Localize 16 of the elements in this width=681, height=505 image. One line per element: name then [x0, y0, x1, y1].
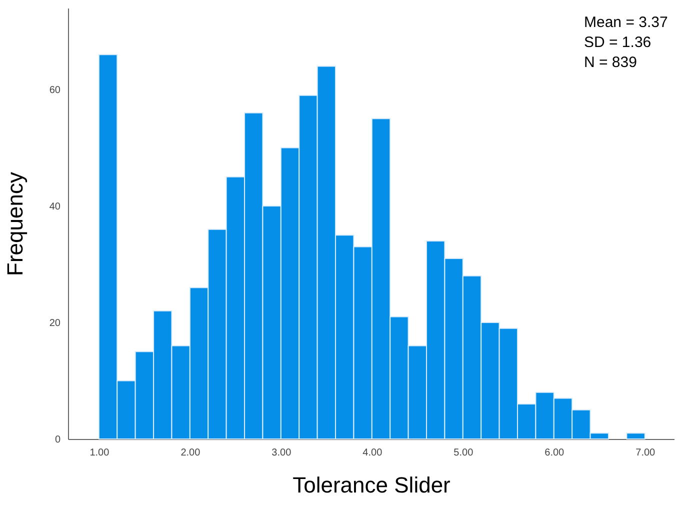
x-tick-label: 6.00	[544, 448, 565, 458]
annotation: N = 839	[584, 54, 637, 71]
x-tick-label: 5.00	[454, 448, 474, 458]
y-tick-label: 0	[54, 434, 61, 446]
y-axis-title: Frequency	[2, 172, 28, 276]
x-tick-label: 2.00	[180, 448, 201, 458]
x-tick-label: 7.00	[636, 448, 656, 458]
y-tick-label: 20	[49, 318, 61, 330]
x-tick-label: 4.00	[362, 448, 383, 458]
annotation: SD = 1.36	[584, 34, 652, 51]
y-tick-label: 40	[49, 202, 61, 213]
y-tick-label: 60	[49, 85, 61, 96]
x-axis-title: Tolerance Slider	[292, 472, 450, 498]
x-tick-label: 3.00	[272, 448, 292, 458]
annotation: Mean = 3.37	[584, 14, 668, 31]
x-tick-label: 1.00	[90, 448, 110, 458]
